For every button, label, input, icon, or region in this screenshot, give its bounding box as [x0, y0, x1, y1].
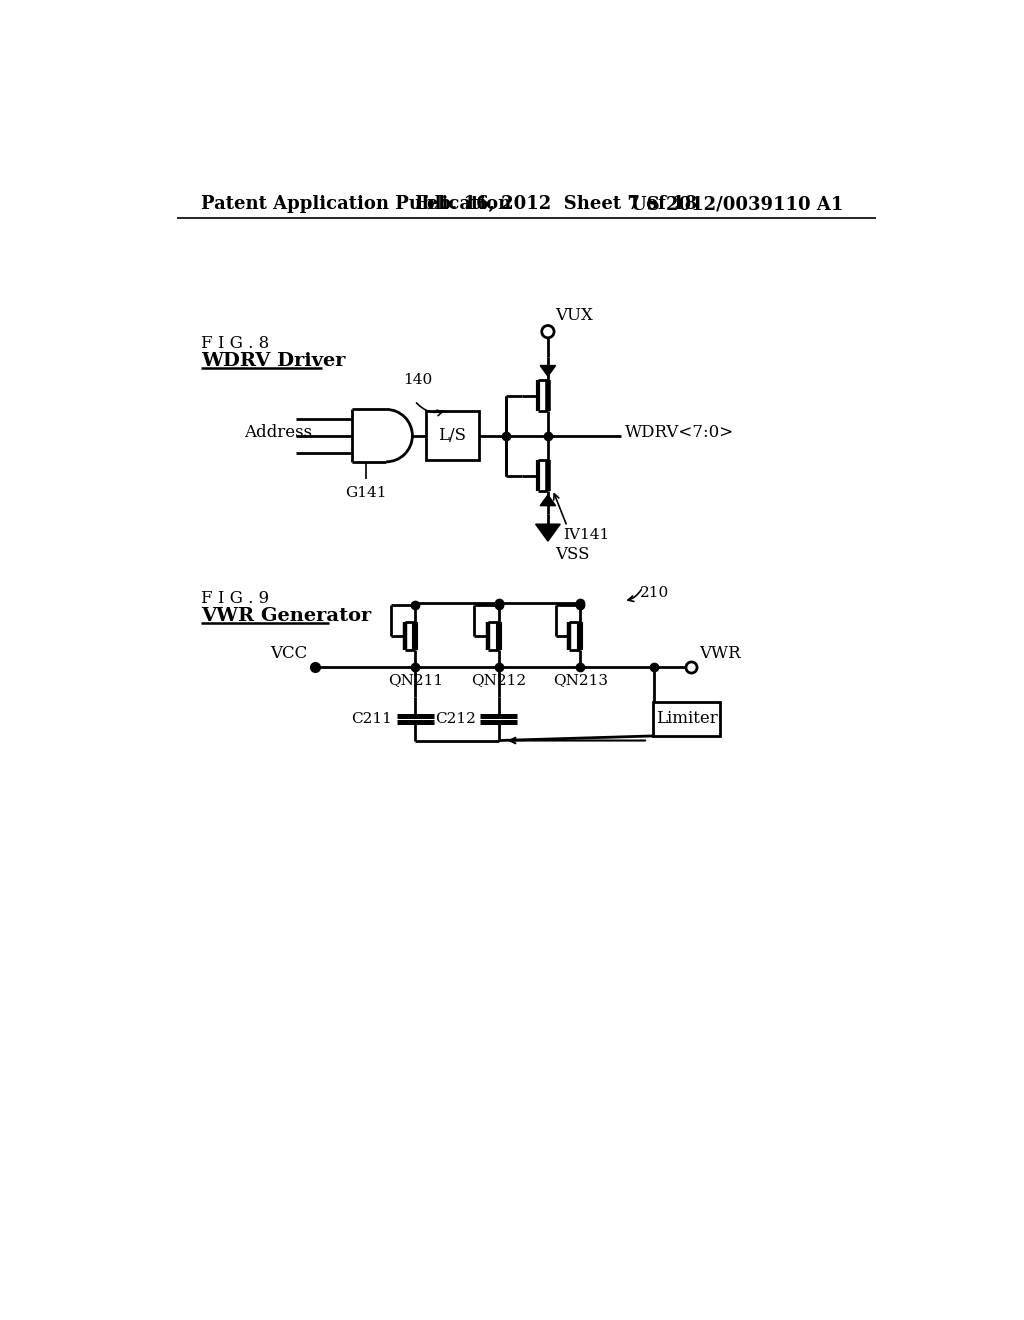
Text: IV141: IV141 [563, 528, 609, 543]
Polygon shape [541, 495, 556, 506]
Text: Limiter: Limiter [655, 710, 718, 727]
Text: VWR: VWR [698, 645, 740, 663]
Text: F I G . 8: F I G . 8 [202, 335, 269, 352]
Text: F I G . 9: F I G . 9 [202, 590, 269, 607]
Text: C212: C212 [434, 711, 475, 726]
Text: L/S: L/S [438, 428, 466, 444]
Text: VSS: VSS [556, 545, 590, 562]
Polygon shape [536, 524, 560, 541]
Text: Feb. 16, 2012  Sheet 7 of 18: Feb. 16, 2012 Sheet 7 of 18 [416, 195, 697, 214]
Text: WDRV Driver: WDRV Driver [202, 352, 346, 371]
Bar [652, 702, 720, 737]
Text: 210: 210 [640, 586, 670, 599]
Text: QN213: QN213 [553, 673, 607, 686]
Text: QN211: QN211 [388, 673, 443, 686]
Text: G141: G141 [345, 487, 387, 500]
Text: VCC: VCC [270, 645, 307, 663]
Bar [426, 411, 478, 461]
Text: Address: Address [245, 424, 312, 441]
Text: Patent Application Publication: Patent Application Publication [202, 195, 512, 214]
Text: QN212: QN212 [471, 673, 526, 686]
Text: US 2012/0039110 A1: US 2012/0039110 A1 [631, 195, 844, 214]
Text: WDRV<7:0>: WDRV<7:0> [625, 424, 734, 441]
Text: VWR Generator: VWR Generator [202, 607, 372, 624]
Polygon shape [541, 366, 556, 376]
Text: VUX: VUX [556, 308, 594, 323]
Text: 140: 140 [403, 374, 432, 387]
Text: C211: C211 [351, 711, 392, 726]
